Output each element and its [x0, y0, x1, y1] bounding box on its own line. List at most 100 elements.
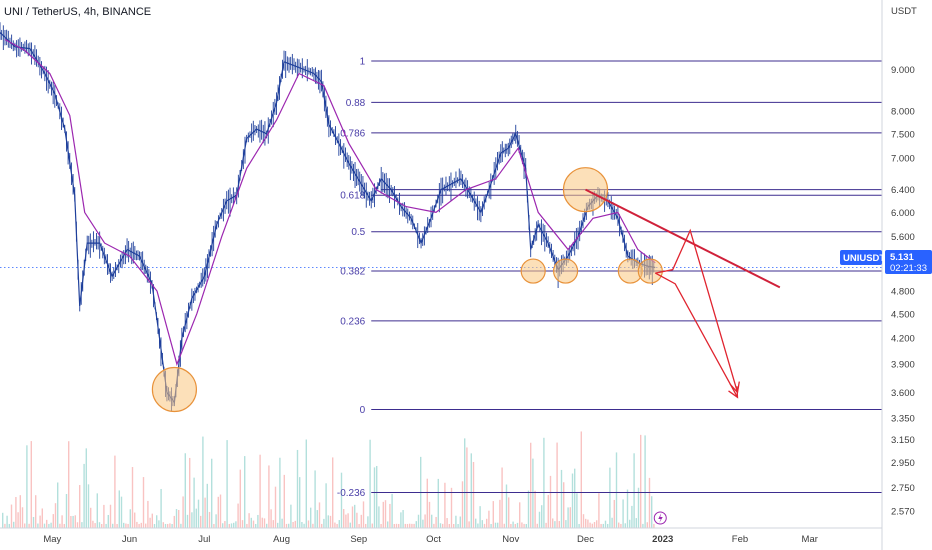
- y-tick-label: 8.000: [891, 107, 915, 118]
- volume-bar: [338, 520, 340, 528]
- volume-bar: [224, 521, 226, 528]
- volume-bar: [340, 472, 343, 528]
- volume-bar: [149, 517, 151, 528]
- chart-title: UNI / TetherUS, 4h, BINANCE: [4, 6, 151, 18]
- fib-level-label: 0.236: [340, 316, 365, 327]
- volume-bar: [277, 522, 279, 528]
- volume-bar: [637, 487, 640, 528]
- projection-arrow-secondary-head: [728, 386, 739, 399]
- moving-average-line: [4, 38, 656, 367]
- volume-bar: [312, 523, 314, 528]
- volume-bar: [28, 523, 30, 528]
- volume-bar: [398, 523, 400, 528]
- volume-bar: [571, 473, 574, 528]
- volume-bar: [292, 522, 294, 528]
- volume-bar: [85, 448, 87, 528]
- volume-bar: [426, 478, 428, 528]
- symbol-badge: UNIUSDT 5.131 02:21:33: [840, 250, 932, 274]
- volume-bar: [191, 512, 193, 528]
- volume-bar: [219, 494, 222, 528]
- volume-bar: [530, 442, 532, 528]
- volume-bar: [609, 467, 611, 528]
- fibonacci-retracement[interactable]: 1 0.88 0.786 0.618 0.5 0.382 0.236 0 -0.236: [0, 57, 882, 499]
- volume-bar: [83, 463, 85, 528]
- volume-bar: [120, 496, 123, 528]
- volume-bar: [622, 499, 624, 528]
- volume-bar: [6, 515, 8, 528]
- volume-bar: [175, 509, 178, 528]
- volume-bar: [239, 469, 241, 528]
- volume-bar: [618, 522, 620, 528]
- volume-bar: [222, 523, 224, 528]
- volume-bar: [70, 516, 72, 528]
- volume-bar: [578, 523, 580, 528]
- y-tick-label: 5.600: [891, 232, 915, 243]
- volume-bar: [549, 475, 552, 528]
- volume-bar: [354, 504, 356, 528]
- volume-bar: [105, 523, 107, 528]
- volume-bar: [4, 523, 6, 528]
- current-price: 5.131: [890, 252, 914, 263]
- volume-bar: [411, 523, 413, 528]
- volume-bar: [206, 483, 208, 528]
- volume-bar: [76, 522, 79, 528]
- volume-bar: [556, 442, 558, 528]
- volume-bar: [651, 496, 653, 528]
- volume-bar: [457, 523, 459, 528]
- fib-level-label: 0.5: [351, 227, 365, 238]
- volume-bar: [459, 516, 461, 528]
- volume-bar: [560, 469, 563, 528]
- y-tick-label: 6.400: [891, 185, 915, 196]
- volume-bar: [327, 515, 329, 528]
- volume-bar: [169, 523, 171, 528]
- volume-bar: [21, 507, 24, 528]
- volume-bar: [435, 516, 437, 528]
- volume-bar: [54, 503, 57, 528]
- volume-bar: [444, 482, 446, 528]
- volume-bar: [303, 523, 305, 528]
- volume-bar: [153, 523, 156, 528]
- volume-bar: [98, 522, 101, 528]
- price-badge-bg: [885, 250, 932, 274]
- volume-bar: [134, 512, 136, 528]
- volume-bar: [541, 505, 543, 528]
- volume-bar: [92, 520, 94, 528]
- volume-bar: [351, 506, 354, 528]
- volume-bar: [101, 523, 103, 528]
- volume-bar: [402, 510, 404, 528]
- volume-bar: [158, 520, 160, 528]
- volume-bar: [215, 514, 217, 528]
- volume-bar: [57, 482, 59, 528]
- volume-bar: [334, 522, 336, 528]
- volume-bar: [644, 435, 646, 528]
- volume-bar: [204, 497, 206, 528]
- volume-bar: [466, 447, 468, 528]
- volume-bar: [112, 523, 114, 528]
- y-tick-label: 3.350: [891, 413, 915, 424]
- volume-bar: [182, 496, 184, 528]
- volume-bar: [94, 523, 96, 528]
- volume-bar: [189, 457, 191, 528]
- volume-bar: [503, 523, 505, 528]
- volume-bar: [367, 516, 369, 528]
- volume-bar: [391, 493, 393, 528]
- volume-bar: [468, 521, 470, 528]
- volume-bar: [180, 523, 182, 528]
- volume-histogram: [2, 431, 655, 528]
- volume-bar: [536, 523, 538, 528]
- volume-bar: [261, 517, 263, 528]
- volume-bar: [631, 505, 633, 528]
- y-tick-label: 3.150: [891, 435, 915, 446]
- volume-bar: [565, 520, 567, 528]
- volume-bar: [653, 523, 655, 528]
- volume-bar: [241, 520, 244, 528]
- fib-level-label: 0.88: [346, 98, 366, 109]
- volume-bar: [290, 504, 292, 528]
- volume-bar: [378, 506, 380, 528]
- volume-bar: [156, 515, 158, 528]
- volume-bar: [50, 522, 52, 528]
- volume-bar: [640, 434, 642, 528]
- volume-bar: [259, 454, 261, 528]
- x-tick-label: Feb: [732, 534, 748, 545]
